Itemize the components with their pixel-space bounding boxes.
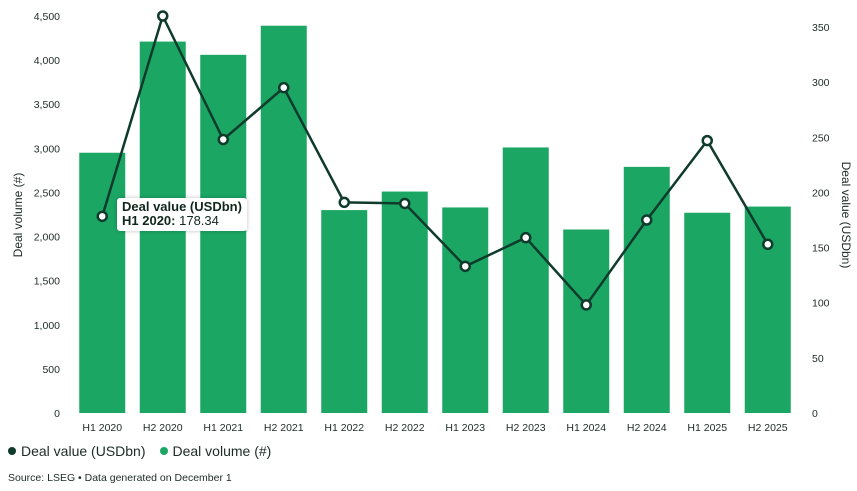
y-axis-right-title: Deal value (USDbn) bbox=[839, 162, 853, 269]
bar-h1-2022[interactable] bbox=[321, 210, 368, 413]
y-axis-right-ticks: 0 50 100 150 200 250 300 350 bbox=[812, 22, 830, 420]
point-h1-2020[interactable] bbox=[96, 210, 108, 223]
chart-legend: Deal value (USDbn) Deal volume (#) bbox=[8, 443, 271, 459]
point-h2-2023[interactable] bbox=[520, 231, 532, 244]
tooltip-title: Deal value (USDbn) bbox=[122, 199, 242, 214]
y-left-tick-label: 4,000 bbox=[34, 55, 60, 67]
x-tick-label: H2 2025 bbox=[748, 422, 788, 434]
y-left-tick-label: 500 bbox=[42, 364, 60, 376]
legend-swatch-deal-value bbox=[8, 447, 16, 455]
y-left-tick-label: 3,000 bbox=[34, 143, 60, 155]
tooltip-value: 178.34 bbox=[179, 213, 219, 228]
x-tick-label: H1 2023 bbox=[445, 422, 485, 434]
x-tick-label: H1 2022 bbox=[324, 422, 364, 434]
x-tick-label: H2 2022 bbox=[385, 422, 425, 434]
point-h1-2022[interactable] bbox=[338, 196, 350, 209]
point-h2-2021[interactable] bbox=[278, 81, 290, 94]
x-tick-label: H1 2024 bbox=[566, 422, 606, 434]
bar-h2-2024[interactable] bbox=[623, 166, 670, 413]
x-tick-label: H2 2020 bbox=[143, 422, 183, 434]
point-h1-2023[interactable] bbox=[459, 260, 471, 273]
x-tick-label: H2 2024 bbox=[627, 422, 667, 434]
y-axis-left-ticks: 0 500 1,000 1,500 2,000 2,500 3,000 3,500 4,000 4… bbox=[34, 11, 60, 420]
y-left-tick-label: 2,500 bbox=[34, 187, 60, 199]
point-h1-2021[interactable] bbox=[217, 133, 229, 146]
y-right-tick-label: 250 bbox=[812, 132, 830, 144]
legend-item-deal-value[interactable]: Deal value (USDbn) bbox=[8, 443, 146, 459]
y-left-tick-label: 0 bbox=[54, 408, 60, 420]
source-note: Source: LSEG • Data generated on Decembe… bbox=[8, 472, 232, 484]
bar-h2-2025[interactable] bbox=[744, 206, 791, 413]
y-right-tick-label: 0 bbox=[812, 408, 818, 420]
y-left-tick-label: 4,500 bbox=[34, 11, 60, 23]
bar-h1-2021[interactable] bbox=[200, 54, 247, 413]
y-left-tick-label: 3,500 bbox=[34, 99, 60, 111]
point-h2-2022[interactable] bbox=[399, 197, 411, 210]
bar-h2-2023[interactable] bbox=[502, 147, 549, 413]
y-right-tick-label: 300 bbox=[812, 77, 830, 89]
y-right-tick-label: 150 bbox=[812, 243, 830, 255]
bar-h1-2023[interactable] bbox=[442, 207, 489, 413]
chart-tooltip: Deal value (USDbn) H1 2020: 178.34 bbox=[117, 198, 247, 231]
y-left-tick-label: 1,500 bbox=[34, 276, 60, 288]
bar-h1-2020[interactable] bbox=[79, 152, 126, 413]
y-right-tick-label: 350 bbox=[812, 22, 830, 34]
x-tick-label: H1 2025 bbox=[687, 422, 727, 434]
y-axis-left-title: Deal volume (#) bbox=[11, 173, 25, 258]
y-left-tick-label: 2,000 bbox=[34, 232, 60, 244]
y-right-tick-label: 200 bbox=[812, 187, 830, 199]
x-tick-label: H2 2023 bbox=[506, 422, 546, 434]
legend-label-deal-value: Deal value (USDbn) bbox=[21, 443, 146, 459]
bar-h1-2024[interactable] bbox=[563, 229, 610, 413]
legend-label-deal-volume: Deal volume (#) bbox=[172, 443, 272, 459]
bar-h1-2025[interactable] bbox=[684, 212, 731, 413]
x-tick-label: H1 2020 bbox=[82, 422, 122, 434]
x-tick-label: H2 2021 bbox=[264, 422, 304, 434]
y-left-tick-label: 1,000 bbox=[34, 320, 60, 332]
y-right-tick-label: 100 bbox=[812, 298, 830, 310]
point-h2-2025[interactable] bbox=[762, 238, 774, 251]
deal-value-line bbox=[101, 14, 769, 307]
bar-h2-2022[interactable] bbox=[381, 191, 428, 413]
line-series bbox=[96, 10, 774, 311]
legend-item-deal-volume[interactable]: Deal volume (#) bbox=[159, 443, 272, 459]
point-h2-2020[interactable] bbox=[157, 10, 169, 22]
combo-chart: H1 2020 H2 2020 H1 2021 H2 2021 H1 2022 H2 20… bbox=[11, 10, 853, 434]
x-tick-label: H1 2021 bbox=[203, 422, 243, 434]
point-h1-2025[interactable] bbox=[701, 134, 713, 147]
point-h1-2024[interactable] bbox=[580, 299, 592, 311]
point-h2-2024[interactable] bbox=[641, 214, 653, 226]
tooltip-label: H1 2020: bbox=[122, 213, 176, 228]
y-right-tick-label: 50 bbox=[812, 353, 824, 365]
legend-swatch-deal-volume bbox=[159, 447, 168, 455]
x-axis-ticks: H1 2020 H2 2020 H1 2021 H2 2021 H1 2022 H2 20… bbox=[82, 422, 787, 434]
